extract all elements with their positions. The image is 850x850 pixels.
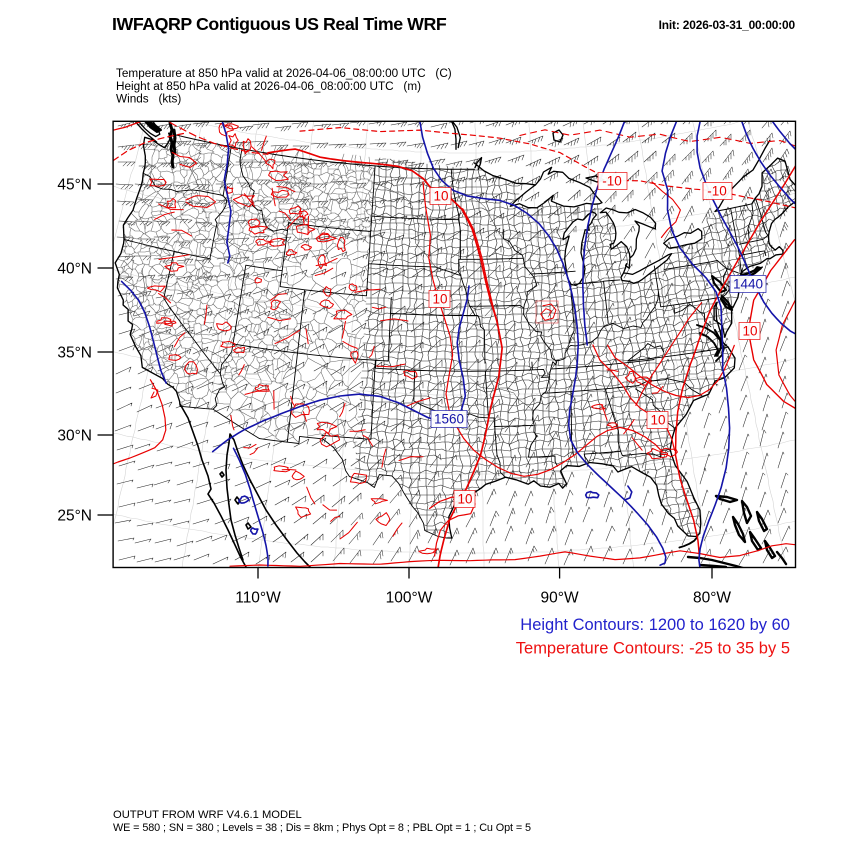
svg-text:35°N: 35°N bbox=[57, 344, 92, 361]
svg-text:OUTPUT FROM WRF V4.6.1 MODEL: OUTPUT FROM WRF V4.6.1 MODEL bbox=[113, 809, 302, 821]
svg-text:10: 10 bbox=[433, 189, 448, 204]
svg-text:10: 10 bbox=[457, 492, 472, 507]
svg-text:25°N: 25°N bbox=[57, 507, 92, 524]
svg-text:30°N: 30°N bbox=[57, 427, 92, 444]
svg-text:10: 10 bbox=[650, 413, 665, 428]
svg-text:Winds (kts): Winds (kts) bbox=[116, 93, 181, 106]
svg-text:45°N: 45°N bbox=[57, 176, 92, 193]
svg-text:10: 10 bbox=[742, 324, 757, 339]
svg-text:Height Contours: 1200 to 1620: Height Contours: 1200 to 1620 by 60 bbox=[520, 616, 790, 634]
svg-text:Temperature Contours: -25 to 3: Temperature Contours: -25 to 35 by 5 bbox=[516, 640, 790, 658]
svg-text:Height at 850 hPa valid at 202: Height at 850 hPa valid at 2026-04-06_08… bbox=[116, 80, 421, 93]
svg-text:-10: -10 bbox=[707, 184, 727, 199]
svg-text:IWFAQRP Contiguous US Real Tim: IWFAQRP Contiguous US Real Time WRF bbox=[112, 14, 447, 34]
svg-text:80°W: 80°W bbox=[693, 590, 731, 607]
svg-text:40°N: 40°N bbox=[57, 260, 92, 277]
svg-text:1560: 1560 bbox=[434, 412, 464, 427]
svg-text:Init: 2026-03-31_00:00:00: Init: 2026-03-31_00:00:00 bbox=[659, 18, 796, 32]
svg-text:100°W: 100°W bbox=[386, 590, 433, 607]
svg-text:90°W: 90°W bbox=[541, 590, 579, 607]
svg-text:-10: -10 bbox=[602, 174, 622, 189]
svg-text:10: 10 bbox=[432, 292, 447, 307]
svg-text:Temperature at 850 hPa valid a: Temperature at 850 hPa valid at 2026-04-… bbox=[116, 67, 452, 80]
svg-text:WE = 580 ; SN = 380 ; Levels =: WE = 580 ; SN = 380 ; Levels = 38 ; Dis … bbox=[113, 822, 531, 834]
svg-text:110°W: 110°W bbox=[235, 590, 281, 607]
svg-text:1440: 1440 bbox=[733, 277, 763, 292]
